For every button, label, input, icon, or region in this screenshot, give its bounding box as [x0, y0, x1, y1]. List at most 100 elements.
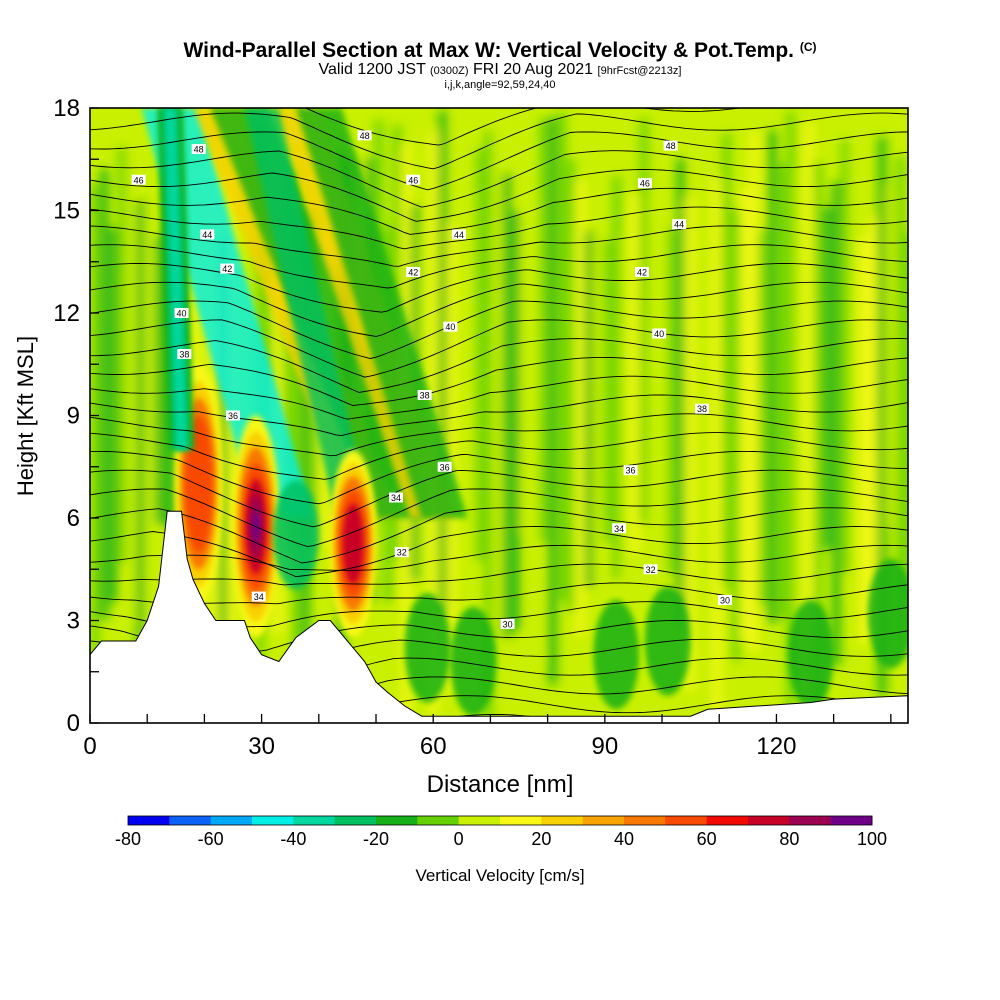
isentrope-line — [90, 338, 908, 393]
chart-title-line: Wind-Parallel Section at Max W: Vertical… — [0, 36, 1000, 62]
field-column — [794, 170, 805, 610]
x-tick-label: 0 — [83, 733, 96, 760]
field-column — [465, 116, 476, 651]
isentrope-labels: 48 46 44 42 40 38 36 34 48 46 44 42 40 38 36 34 32 30 48 46… — [131, 130, 732, 629]
field-column — [858, 237, 869, 645]
valid-zulu: (0300Z) — [430, 65, 469, 77]
isentrope-line — [90, 507, 908, 564]
colorbar-tick-label: -20 — [363, 829, 389, 849]
field-column — [538, 118, 549, 543]
x-tick-label: 30 — [248, 733, 275, 760]
isentrope-label: 40 — [654, 329, 664, 339]
y-tick-label: 18 — [53, 95, 80, 122]
isentrope-label: 46 — [640, 179, 650, 189]
isentrope-label: 44 — [454, 230, 464, 240]
field-column — [300, 209, 311, 696]
isentrope-line — [90, 150, 908, 208]
isentrope-line — [90, 244, 908, 289]
field-column — [629, 194, 641, 553]
isentrope-line — [90, 563, 908, 586]
field-column — [767, 130, 778, 624]
field-column — [483, 130, 494, 723]
field-column — [108, 228, 119, 603]
isentrope-label: 36 — [440, 462, 450, 472]
terrain-mask — [89, 510, 909, 724]
title-block: Wind-Parallel Section at Max W: Vertical… — [0, 36, 1000, 92]
colorbar-swatch — [582, 816, 625, 825]
isentrope-line — [90, 131, 908, 191]
field-column — [648, 197, 659, 643]
field-column — [218, 234, 229, 675]
field-column — [684, 198, 696, 692]
isentrope-line — [90, 112, 908, 170]
field-column — [877, 136, 888, 696]
chart-title: Wind-Parallel Section at Max W: Vertical… — [183, 39, 794, 62]
colorbar-tick-label: 0 — [454, 829, 464, 849]
isentrope-line — [90, 281, 908, 337]
y-tick-label: 3 — [67, 608, 80, 635]
downdraft-patch — [787, 600, 834, 710]
isentrope-label-bg — [500, 618, 515, 629]
colorbar-swatch — [252, 816, 294, 825]
field-column — [584, 230, 595, 588]
copyright-mark: (C) — [799, 40, 817, 54]
colorbar-label: Vertical Velocity [cm/s] — [415, 866, 584, 885]
isentrope-label-bg — [406, 174, 421, 185]
colorbar-tick-label: 40 — [614, 829, 634, 849]
field-column — [282, 167, 293, 552]
isentrope-line — [90, 206, 908, 250]
isentrope-label-bg — [623, 465, 638, 476]
isentrope-line — [90, 319, 908, 378]
x-tick-label: 60 — [420, 733, 447, 760]
valid-prefix: Valid 1200 JST — [318, 61, 426, 78]
colorbar-tick-label: 100 — [857, 829, 887, 849]
field-column — [867, 217, 879, 639]
isentrope-label-bg — [357, 130, 372, 141]
y-tick-label: 6 — [67, 505, 80, 532]
isentrope-label: 36 — [228, 411, 238, 421]
downdraft-patch — [867, 559, 908, 669]
colorbar-swatch — [376, 816, 418, 825]
isentrope-label: 48 — [360, 131, 370, 141]
isentrope-line — [90, 169, 908, 222]
isentrope-label-bg — [443, 321, 458, 332]
colorbar-swatch — [458, 816, 501, 825]
colorbar-swatch — [169, 816, 212, 825]
isentrope-line — [90, 225, 908, 267]
valid-date: FRI 20 Aug 2021 — [472, 61, 594, 78]
isentrope-label: 42 — [637, 268, 647, 278]
field-column — [904, 233, 908, 597]
isentrope-label-bg — [612, 523, 627, 534]
isentrope-label-bg — [635, 267, 650, 277]
grid-index-line: i,j,k,angle=92,59,24,40 — [444, 79, 556, 91]
field-column — [666, 228, 677, 576]
isentrope-label-bg — [226, 410, 241, 421]
isentrope-label: 48 — [666, 141, 676, 151]
isentrope-label-bg — [394, 547, 409, 558]
y-tick-label: 15 — [53, 198, 80, 225]
colorbar-swatch — [210, 816, 253, 825]
isentrope-label: 32 — [646, 565, 656, 575]
field-column — [135, 199, 146, 691]
field-column — [154, 236, 165, 525]
y-tick-label: 12 — [53, 300, 80, 327]
field-column — [776, 162, 787, 619]
updraft-core — [342, 503, 364, 584]
isentrope-line — [90, 582, 908, 605]
isentrope-line — [90, 469, 908, 528]
isentrope-line — [90, 544, 908, 571]
colorbar-tick-label: 20 — [531, 829, 551, 849]
colorbar-swatch — [789, 816, 832, 825]
isentrope-label: 42 — [408, 268, 418, 278]
isentrope-line — [90, 695, 908, 723]
field-column — [840, 139, 851, 573]
colorbar-swatch — [830, 816, 873, 825]
field-column — [593, 231, 604, 585]
isentrope-label: 34 — [254, 592, 264, 602]
isentrope-label-bg — [652, 328, 667, 339]
isentrope-label-bg — [672, 219, 687, 230]
colorbar-swatch — [665, 816, 708, 825]
colorbar-swatch — [541, 816, 584, 825]
colorbar-tick-label: -80 — [115, 829, 141, 849]
